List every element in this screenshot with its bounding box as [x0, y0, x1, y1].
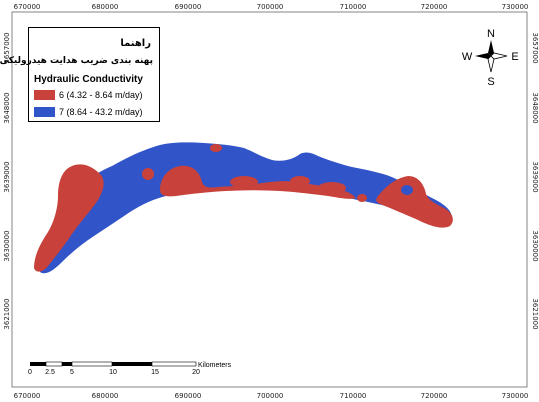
- left-tick-label: 3639000: [3, 161, 11, 192]
- bottom-tick-label: 720000: [421, 392, 448, 400]
- bottom-axis: 670000 680000 690000 700000 710000 72000…: [14, 392, 529, 400]
- legend-swatch: [34, 107, 55, 117]
- zone-class-6: [230, 176, 258, 188]
- legend-item-label: 7 (8.64 - 43.2 m/day): [59, 107, 143, 117]
- legend-item-label: 6 (4.32 - 8.64 m/day): [59, 90, 143, 100]
- left-tick-label: 3621000: [3, 298, 11, 329]
- top-tick-label: 670000: [14, 3, 41, 11]
- zone-class-6: [290, 176, 310, 186]
- legend-swatch: [34, 90, 55, 100]
- legend-heading: Hydraulic Conductivity: [34, 74, 143, 85]
- scale-tick-label: 0: [28, 369, 32, 376]
- bottom-tick-label: 690000: [175, 392, 202, 400]
- zone-class-7: [401, 185, 413, 195]
- left-tick-label: 3648000: [3, 92, 11, 123]
- bottom-tick-label: 670000: [14, 392, 41, 400]
- zone-class-6: [210, 144, 222, 152]
- scale-bar: Kilometers 0 2.5 5 10 15 20: [28, 361, 232, 376]
- bottom-tick-label: 680000: [92, 392, 119, 400]
- scale-tick-label: 5: [70, 369, 74, 376]
- bottom-tick-label: 710000: [340, 392, 367, 400]
- top-tick-label: 690000: [175, 3, 202, 11]
- right-tick-label: 3639000: [531, 161, 539, 192]
- left-axis: 3657000 3648000 3639000 3630000 3621000: [3, 32, 11, 329]
- north-arrow-compass-icon: N S E W: [462, 28, 519, 88]
- zone-class-6: [357, 194, 367, 202]
- left-tick-label: 3630000: [3, 230, 11, 261]
- scale-tick-label: 15: [151, 369, 159, 376]
- compass-south-label: S: [487, 76, 494, 88]
- aquifer-zones: [34, 142, 453, 274]
- right-axis: 3657000 3648000 3639000 3630000 3621000: [531, 32, 539, 329]
- right-tick-label: 3630000: [531, 230, 539, 261]
- zone-class-6: [318, 182, 346, 194]
- compass-north-label: N: [487, 28, 495, 40]
- zone-class-6: [160, 165, 356, 199]
- top-tick-label: 680000: [92, 3, 119, 11]
- top-tick-label: 700000: [257, 3, 284, 11]
- map-frame: [11, 11, 528, 388]
- scale-tick-label: 10: [109, 369, 117, 376]
- right-tick-label: 3621000: [531, 298, 539, 329]
- top-tick-label: 710000: [340, 3, 367, 11]
- scale-tick-label: 2.5: [45, 369, 55, 376]
- legend-subtitle: پهنه بندی ضریب هدایت هیدرولیکی: [0, 56, 153, 66]
- left-tick-label: 3657000: [3, 32, 11, 63]
- legend-item-class-7: 7 (8.64 - 43.2 m/day): [34, 107, 143, 117]
- zone-class-6: [142, 168, 154, 180]
- right-tick-label: 3648000: [531, 92, 539, 123]
- scale-unit-label: Kilometers: [198, 362, 232, 369]
- legend: راهنما پهنه بندی ضریب هدایت هیدرولیکی Hy…: [0, 27, 160, 122]
- right-tick-label: 3657000: [531, 32, 539, 63]
- zone-class-6: [376, 176, 453, 228]
- scale-tick-label: 20: [192, 369, 200, 376]
- compass-east-label: E: [511, 51, 518, 63]
- zone-class-6: [34, 164, 104, 272]
- legend-item-class-6: 6 (4.32 - 8.64 m/day): [34, 90, 143, 100]
- top-tick-label: 720000: [421, 3, 448, 11]
- top-tick-label: 730000: [502, 3, 529, 11]
- bottom-tick-label: 700000: [257, 392, 284, 400]
- bottom-tick-label: 730000: [502, 392, 529, 400]
- legend-title: راهنما: [120, 38, 151, 49]
- compass-west-label: W: [462, 51, 473, 63]
- top-axis: 670000 680000 690000 700000 710000 72000…: [14, 3, 529, 11]
